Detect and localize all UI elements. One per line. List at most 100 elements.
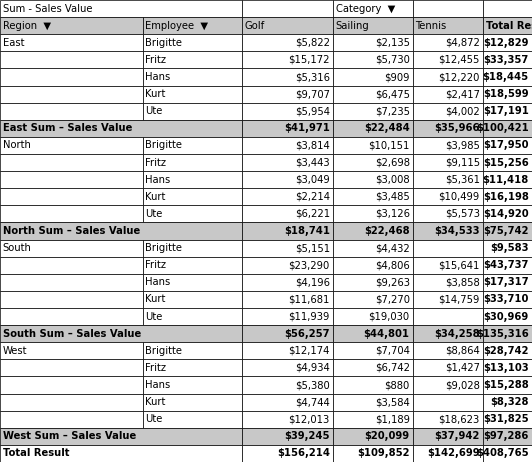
Bar xyxy=(333,291,413,308)
Bar xyxy=(0,377,143,394)
Text: $5,954: $5,954 xyxy=(295,106,330,116)
Text: Hans: Hans xyxy=(145,380,170,390)
Bar xyxy=(143,154,242,171)
Text: $5,822: $5,822 xyxy=(295,38,330,48)
Bar xyxy=(242,120,333,137)
Bar xyxy=(242,428,333,445)
Bar xyxy=(413,120,483,137)
Bar xyxy=(242,257,333,274)
Text: $9,028: $9,028 xyxy=(445,380,480,390)
Text: North: North xyxy=(3,140,30,151)
Bar xyxy=(413,68,483,85)
Bar xyxy=(242,205,333,222)
Text: $2,417: $2,417 xyxy=(445,89,480,99)
Bar xyxy=(333,85,413,103)
Bar xyxy=(483,428,532,445)
Bar xyxy=(242,154,333,171)
Text: Category  ▼: Category ▼ xyxy=(336,4,395,13)
Bar xyxy=(333,17,413,34)
Text: $12,829: $12,829 xyxy=(483,38,529,48)
Text: Fritz: Fritz xyxy=(145,363,166,373)
Bar xyxy=(0,394,143,411)
Bar xyxy=(413,308,483,325)
Bar xyxy=(333,137,413,154)
Text: $3,814: $3,814 xyxy=(295,140,330,151)
Text: Fritz: Fritz xyxy=(145,55,166,65)
Bar xyxy=(333,445,413,462)
Bar xyxy=(483,342,532,359)
Text: Ute: Ute xyxy=(145,106,163,116)
Text: Kurt: Kurt xyxy=(145,397,165,407)
Text: $9,583: $9,583 xyxy=(491,243,529,253)
Bar xyxy=(413,17,483,34)
Text: $5,151: $5,151 xyxy=(295,243,330,253)
Bar xyxy=(242,445,333,462)
Text: East Sum – Sales Value: East Sum – Sales Value xyxy=(3,123,132,134)
Text: $17,191: $17,191 xyxy=(483,106,529,116)
Bar xyxy=(413,188,483,205)
Text: $11,939: $11,939 xyxy=(288,311,330,322)
Text: Sum - Sales Value: Sum - Sales Value xyxy=(3,4,92,13)
Text: $9,115: $9,115 xyxy=(445,158,480,168)
Bar xyxy=(413,291,483,308)
Bar xyxy=(413,0,483,17)
Text: $7,704: $7,704 xyxy=(375,346,410,356)
Bar xyxy=(242,171,333,188)
Text: $4,806: $4,806 xyxy=(375,260,410,270)
Bar xyxy=(413,240,483,257)
Bar xyxy=(413,411,483,428)
Text: $75,742: $75,742 xyxy=(483,226,529,236)
Bar xyxy=(0,308,143,325)
Text: $11,681: $11,681 xyxy=(288,294,330,304)
Text: $10,499: $10,499 xyxy=(438,192,480,202)
Bar xyxy=(143,291,242,308)
Bar xyxy=(413,257,483,274)
Text: $7,235: $7,235 xyxy=(375,106,410,116)
Text: $2,214: $2,214 xyxy=(295,192,330,202)
Bar xyxy=(242,411,333,428)
Text: $3,485: $3,485 xyxy=(375,192,410,202)
Bar xyxy=(242,308,333,325)
Bar xyxy=(0,257,143,274)
Text: $1,189: $1,189 xyxy=(375,414,410,424)
Bar xyxy=(242,240,333,257)
Bar xyxy=(333,257,413,274)
Text: $37,942: $37,942 xyxy=(435,432,480,441)
Text: Employee  ▼: Employee ▼ xyxy=(145,21,209,30)
Text: Region  ▼: Region ▼ xyxy=(3,21,51,30)
Bar xyxy=(0,445,242,462)
Bar xyxy=(0,342,143,359)
Bar xyxy=(143,68,242,85)
Text: $18,741: $18,741 xyxy=(284,226,330,236)
Bar xyxy=(143,257,242,274)
Text: South Sum – Sales Value: South Sum – Sales Value xyxy=(3,328,141,339)
Bar xyxy=(483,291,532,308)
Bar xyxy=(413,137,483,154)
Text: $4,934: $4,934 xyxy=(295,363,330,373)
Bar xyxy=(413,428,483,445)
Text: $33,357: $33,357 xyxy=(484,55,529,65)
Text: $22,468: $22,468 xyxy=(364,226,410,236)
Text: $3,049: $3,049 xyxy=(295,175,330,185)
Bar xyxy=(333,205,413,222)
Text: West: West xyxy=(3,346,27,356)
Bar xyxy=(143,137,242,154)
Bar xyxy=(333,103,413,120)
Text: $11,418: $11,418 xyxy=(483,175,529,185)
Text: Hans: Hans xyxy=(145,72,170,82)
Text: $6,221: $6,221 xyxy=(295,209,330,219)
Bar xyxy=(483,103,532,120)
Bar xyxy=(413,359,483,377)
Text: $9,707: $9,707 xyxy=(295,89,330,99)
Bar xyxy=(333,274,413,291)
Text: $4,196: $4,196 xyxy=(295,277,330,287)
Text: West Sum – Sales Value: West Sum – Sales Value xyxy=(3,432,136,441)
Text: $97,286: $97,286 xyxy=(484,432,529,441)
Text: $14,920: $14,920 xyxy=(483,209,529,219)
Text: $34,533: $34,533 xyxy=(434,226,480,236)
Text: $15,172: $15,172 xyxy=(288,55,330,65)
Text: $13,103: $13,103 xyxy=(483,363,529,373)
Bar xyxy=(483,222,532,240)
Text: Ute: Ute xyxy=(145,209,163,219)
Bar xyxy=(143,171,242,188)
